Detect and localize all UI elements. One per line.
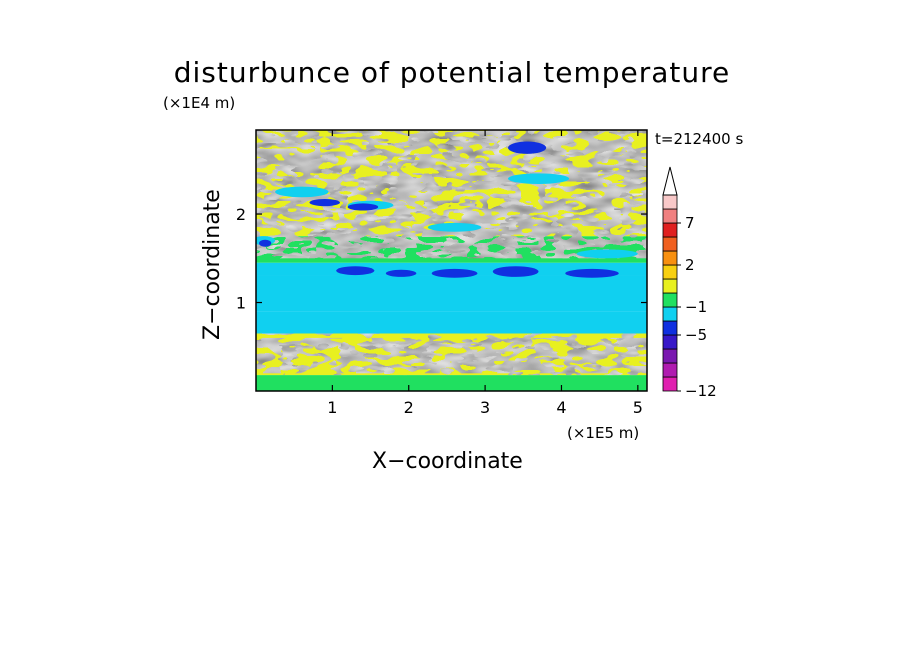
colorbar-swatch (662, 292, 678, 308)
colorbar-swatch (662, 362, 678, 378)
x-tick-label: 1 (327, 398, 337, 417)
field-band (256, 311, 647, 334)
field-patch (431, 268, 478, 278)
field-patch (347, 203, 379, 211)
colorbar-swatch (662, 376, 678, 392)
field-patch (256, 333, 647, 376)
colorbar-swatch (662, 278, 678, 294)
x-tick-label: 3 (480, 398, 490, 417)
colorbar-swatch (662, 320, 678, 336)
colorbar-swatch (662, 208, 678, 224)
y-unit-label: (×1E4 m) (163, 94, 236, 112)
x-tick-label: 4 (556, 398, 566, 417)
colorbar-swatch (662, 222, 678, 238)
chart-title: disturbunce of potential temperature (173, 56, 731, 89)
field-patch (508, 173, 570, 184)
colorbar-tick-label: −12 (685, 382, 717, 400)
colorbar-swatch (662, 348, 678, 364)
field-patch (492, 266, 539, 277)
colorbar-tick-label: −1 (685, 298, 707, 316)
x-tick-label: 2 (404, 398, 414, 417)
colorbar-tick-label: 7 (685, 214, 695, 232)
x-axis-label: X−coordinate (372, 449, 523, 474)
field-patch (309, 199, 341, 207)
field-patch (336, 266, 375, 276)
contour-field (256, 130, 647, 391)
colorbar-swatch (662, 194, 678, 210)
colorbar-swatch (662, 250, 678, 266)
x-tick-label: 5 (633, 398, 643, 417)
colorbar-swatch (662, 306, 678, 322)
colorbar-swatch (662, 236, 678, 252)
y-tick-label: 1 (236, 294, 246, 313)
colorbar-tick-label: 2 (685, 256, 695, 274)
field-patch (259, 239, 272, 247)
y-tick-label: 2 (236, 205, 246, 224)
colorbar-tick-label: −5 (685, 326, 707, 344)
colorbar-swatch (662, 334, 678, 350)
field-patch (508, 141, 547, 154)
time-label: t=212400 s (655, 130, 744, 148)
plot-frame (255, 129, 648, 392)
field-patch (275, 186, 329, 198)
field-patch (565, 268, 619, 278)
colorbar-swatch (662, 264, 678, 280)
colorbar-extend (662, 166, 678, 196)
field-patch (427, 222, 482, 232)
field-band (256, 275, 647, 312)
field-patch (576, 249, 638, 259)
x-unit-label: (×1E5 m) (567, 424, 640, 442)
field-band (256, 375, 647, 391)
field-patch (385, 269, 417, 277)
